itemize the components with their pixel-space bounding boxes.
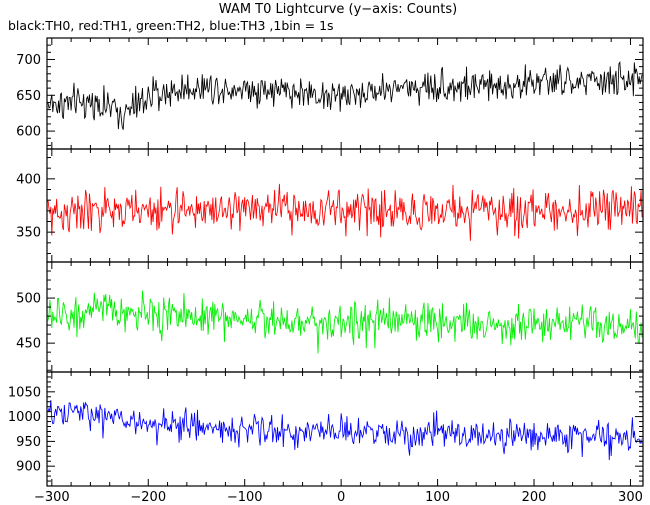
- series-line-th3: [47, 400, 643, 461]
- panel-th2: 450 500: [16, 261, 644, 373]
- y-tick-label: 600: [16, 125, 41, 140]
- panels-group: 600 650 700 350 400 450 500 900 950 1000 1050: [8, 37, 644, 487]
- x-tick-label: 100: [425, 490, 450, 505]
- x-tick-label: 0: [337, 490, 345, 505]
- y-tick-label: 350: [16, 226, 41, 241]
- panel-frame: [46, 37, 644, 150]
- x-tick-label: −200: [130, 490, 166, 505]
- y-tick-label: 450: [16, 337, 41, 352]
- chart-subtitle: black:TH0, red:TH1, green:TH2, blue:TH3 …: [8, 18, 334, 33]
- y-tick-label: 400: [16, 172, 41, 187]
- y-tick-label: 950: [16, 435, 41, 450]
- x-tick-label: 200: [522, 490, 547, 505]
- y-tick-label: 1050: [8, 385, 41, 400]
- y-tick-label: 1000: [8, 410, 41, 425]
- x-tick-label: −300: [34, 490, 70, 505]
- x-axis: −300 −200 −100 0 100 200 300: [34, 490, 643, 505]
- panel-th3: 900 950 1000 1050: [8, 371, 644, 487]
- y-tick-label: 650: [16, 89, 41, 104]
- x-tick-label: 300: [618, 490, 643, 505]
- panel-th1: 350 400: [16, 148, 644, 263]
- chart-title: WAM T0 Lightcurve (y−axis: Counts): [219, 2, 457, 17]
- x-tick-label: −100: [227, 490, 263, 505]
- series-line-th2: [47, 290, 643, 354]
- y-tick-label: 900: [16, 460, 41, 475]
- panel-frame: [46, 371, 644, 487]
- panel-th0: 600 650 700: [16, 37, 644, 150]
- series-line-th1: [47, 183, 643, 241]
- series-line-th0: [47, 60, 643, 130]
- y-tick-label: 700: [16, 53, 41, 68]
- y-tick-label: 500: [16, 292, 41, 307]
